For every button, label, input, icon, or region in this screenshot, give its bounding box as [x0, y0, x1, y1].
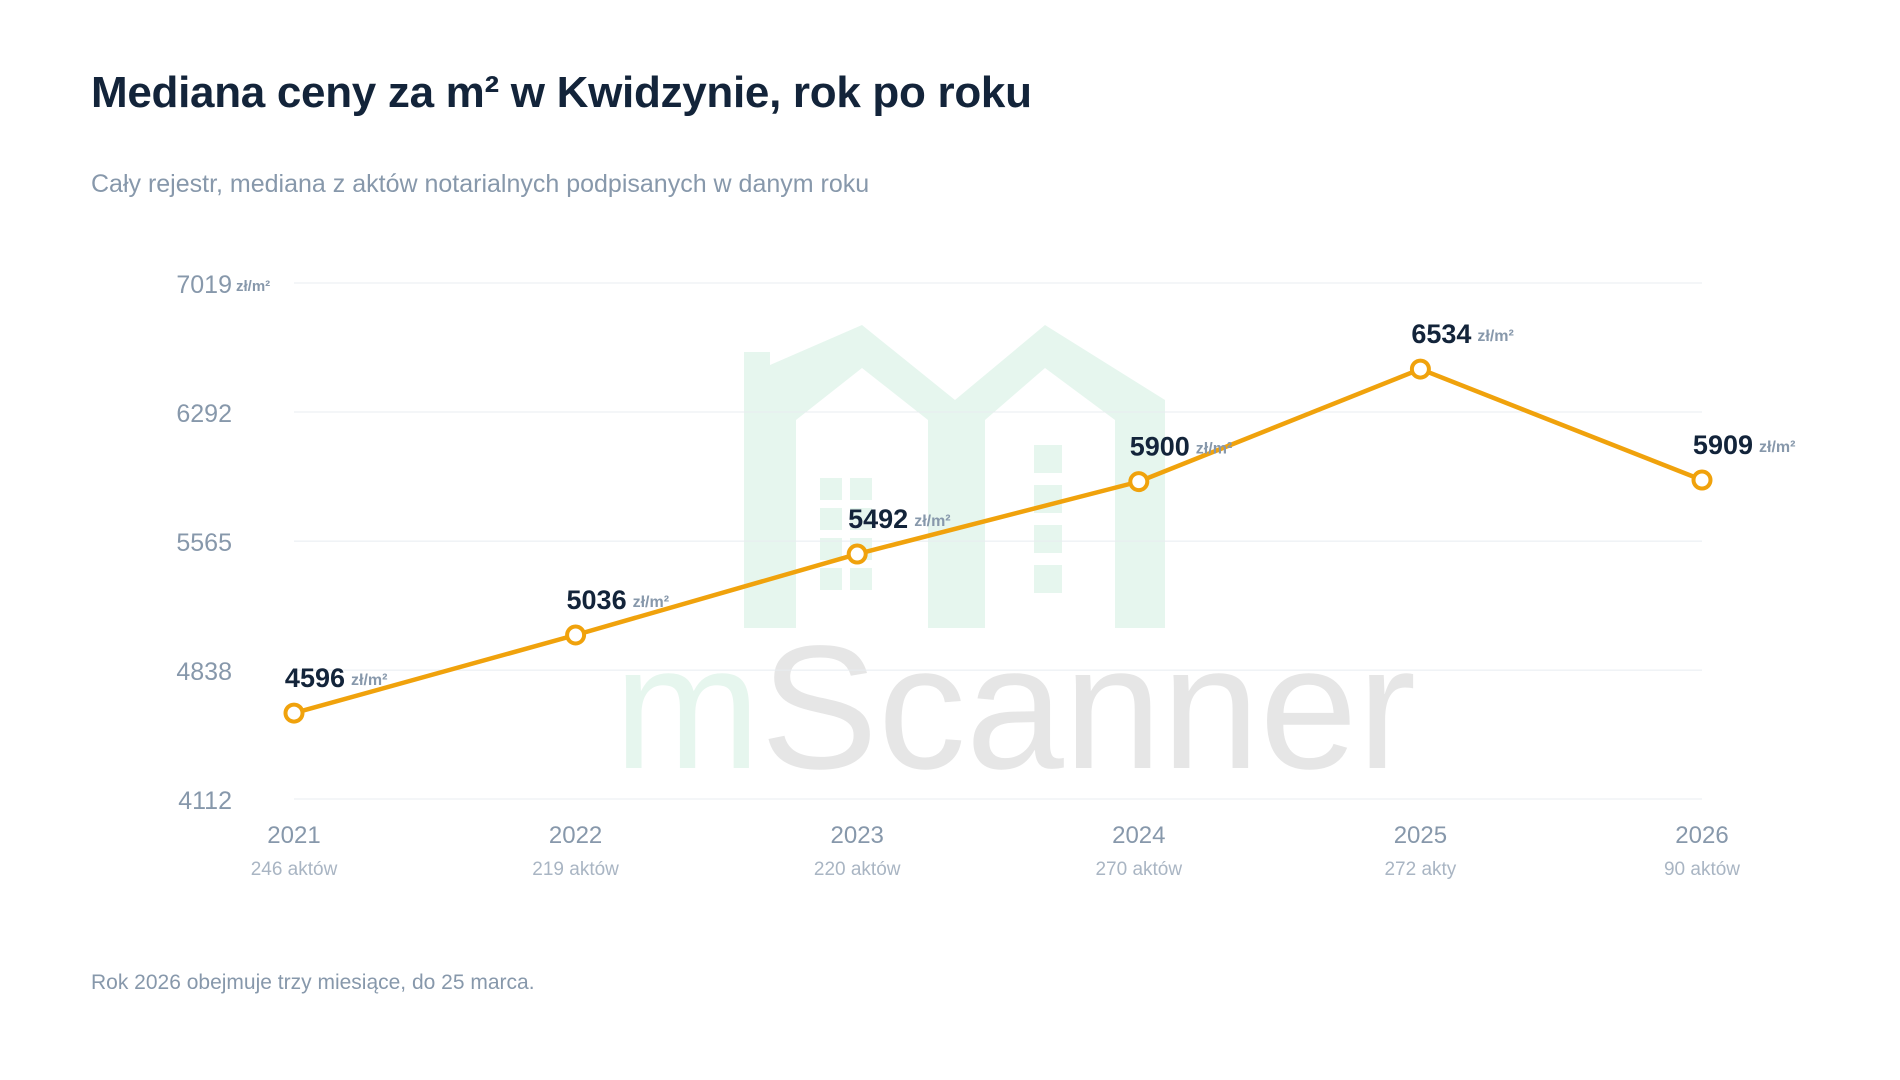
x-axis: 2021 246 aktów 2022 219 aktów 2023 220 aktów 2…	[251, 822, 1741, 880]
house-window-shape	[820, 508, 842, 530]
x-tick-sublabel: 272 akty	[1384, 859, 1456, 880]
data-point	[1409, 358, 1431, 380]
house-logo-icon	[744, 325, 1165, 628]
data-label-unit: zł/m²	[1477, 328, 1513, 345]
y-axis: 7019 zł/m² 6292 5565 4838 4112	[176, 271, 270, 815]
house-window-shape	[820, 478, 842, 500]
grid-lines	[294, 282, 1702, 800]
watermark-text-main: Scanner	[761, 610, 1417, 806]
series-layer	[283, 358, 1713, 724]
data-point	[846, 543, 868, 565]
watermark-text-accent: m	[614, 610, 761, 806]
data-label-unit: zł/m²	[1759, 439, 1795, 456]
y-tick-unit: zł/m²	[236, 278, 270, 295]
house-window-shape	[1034, 525, 1062, 553]
page-title: Mediana ceny za m² w Kwidzynie, rok po r…	[91, 68, 1032, 117]
x-tick-label: 2026	[1675, 822, 1728, 849]
data-label-unit: zł/m²	[914, 513, 950, 530]
data-point	[1128, 471, 1150, 493]
data-point	[283, 702, 305, 724]
house-window-shape	[850, 478, 872, 500]
y-tick-label: 4838	[176, 658, 232, 686]
y-tick-label: 6292	[176, 400, 232, 428]
data-label-value: 5900	[1130, 432, 1190, 462]
x-tick-sublabel: 270 aktów	[1095, 859, 1182, 880]
data-label-value: 5036	[567, 585, 627, 615]
data-label-unit: zł/m²	[351, 672, 387, 689]
x-tick-label: 2025	[1394, 822, 1447, 849]
house-window-shape	[850, 568, 872, 590]
house-window-shape	[1034, 565, 1062, 593]
house-window-shape	[1034, 445, 1062, 473]
data-label-value: 5909	[1693, 430, 1753, 460]
house-window-shape	[820, 538, 842, 560]
x-tick-sublabel: 246 aktów	[251, 859, 338, 880]
page-subtitle: Cały rejestr, mediana z aktów notarialny…	[91, 170, 870, 198]
x-tick-label: 2021	[267, 822, 320, 849]
y-tick-label: 4112	[178, 787, 232, 815]
x-tick-label: 2023	[831, 822, 884, 849]
y-tick-label: 7019	[176, 271, 232, 299]
data-label-value: 5492	[848, 504, 908, 534]
x-tick-sublabel: 219 aktów	[532, 859, 619, 880]
house-window-shape	[820, 568, 842, 590]
data-label-value: 6534	[1411, 319, 1471, 349]
x-tick-label: 2024	[1112, 822, 1165, 849]
x-tick-label: 2022	[549, 822, 602, 849]
data-labels: 4596 zł/m² 5036 zł/m² 5492 zł/m² 5900 zł/m² 6534…	[285, 319, 1796, 693]
chart-footnote: Rok 2026 obejmuje trzy miesiące, do 25 m…	[91, 971, 535, 994]
x-tick-sublabel: 220 aktów	[814, 859, 901, 880]
watermark-text: mScanner	[614, 610, 1416, 806]
data-label-unit: zł/m²	[633, 594, 669, 611]
data-point	[1691, 469, 1713, 491]
house-window-shape	[850, 508, 872, 530]
y-tick-label: 5565	[176, 529, 232, 557]
series-line	[291, 366, 1705, 716]
mscanner-watermark: mScanner	[614, 325, 1416, 806]
data-point	[565, 624, 587, 646]
x-tick-sublabel: 90 aktów	[1664, 859, 1740, 880]
data-label-value: 4596	[285, 663, 345, 693]
data-label-unit: zł/m²	[1196, 441, 1232, 458]
